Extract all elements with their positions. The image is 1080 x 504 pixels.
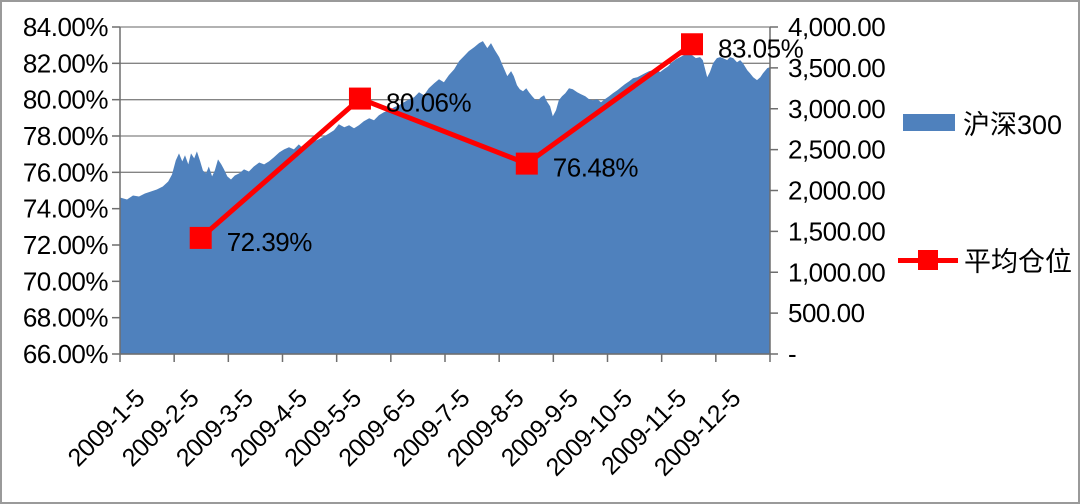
y-right-tick-label: 1,500.00 xyxy=(788,216,885,246)
legend-label-avg-position: 平均仓位 xyxy=(964,247,1072,277)
data-point-marker xyxy=(681,33,703,56)
y-left-tick-label: 78.00% xyxy=(23,121,109,151)
csi300-area-series xyxy=(120,41,770,354)
y-right-tick-label: 3,000.00 xyxy=(788,94,885,124)
y-right-tick-label: 3,500.00 xyxy=(788,53,885,83)
y-left-tick-label: 66.00% xyxy=(23,339,109,369)
y-left-tick-label: 72.00% xyxy=(23,230,109,260)
legend-label-csi300: 沪深300 xyxy=(963,110,1063,140)
y-right-tick-label: - xyxy=(788,339,796,369)
y-left-tick-label: 84.00% xyxy=(23,12,109,42)
data-point-label: 83.05% xyxy=(718,33,804,63)
y-right-tick-label: 4,000.00 xyxy=(788,12,885,42)
data-point-marker xyxy=(189,226,212,249)
data-point-marker xyxy=(348,87,371,110)
legend-item-avg-position: 平均仓位 xyxy=(898,240,1072,279)
legend-area-swatch-icon xyxy=(903,114,955,131)
legend-item-csi300: 沪深300 xyxy=(903,103,1062,142)
data-point-label: 76.48% xyxy=(553,153,639,183)
y-left-tick-label: 70.00% xyxy=(23,266,109,296)
avg-position-line-series xyxy=(199,42,694,240)
y-left-tick-label: 76.00% xyxy=(23,157,109,187)
y-right-tick-label: 2,000.00 xyxy=(788,176,885,206)
data-point-label: 72.39% xyxy=(227,227,313,257)
legend-square-marker-icon xyxy=(918,249,938,270)
data-point-marker xyxy=(515,152,538,175)
y-right-tick-label: 500.00 xyxy=(788,298,865,328)
y-left-tick-label: 80.00% xyxy=(23,85,109,115)
y-right-tick-label: 1,000.00 xyxy=(788,257,885,287)
y-left-tick-label: 74.00% xyxy=(23,194,109,224)
data-point-label: 80.06% xyxy=(386,88,472,118)
y-left-tick-label: 68.00% xyxy=(23,303,109,333)
y-right-tick-label: 2,500.00 xyxy=(788,135,885,165)
legend-line-swatch-icon xyxy=(898,244,958,276)
y-left-tick-label: 82.00% xyxy=(23,48,109,78)
